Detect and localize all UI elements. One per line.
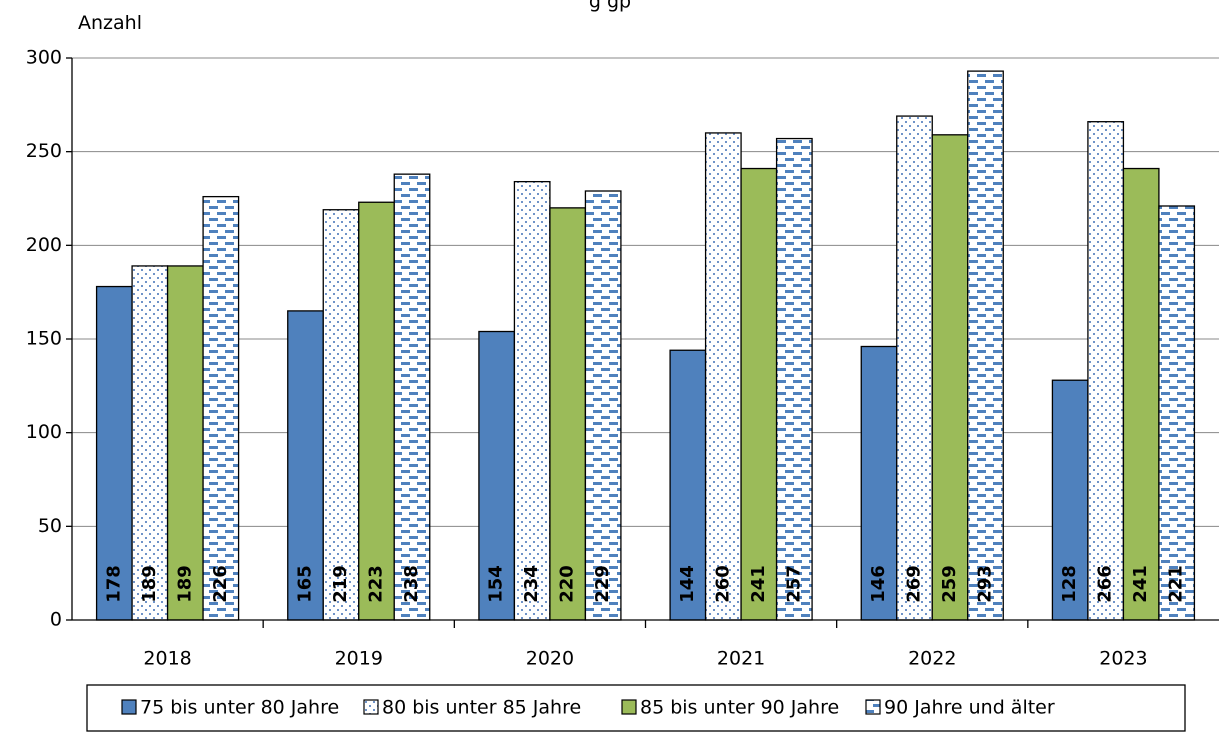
data-label: 146 bbox=[868, 565, 889, 603]
data-label: 223 bbox=[366, 565, 387, 603]
bar bbox=[584, 190, 622, 621]
legend-swatch bbox=[363, 699, 379, 715]
bar bbox=[478, 330, 516, 621]
data-label: 144 bbox=[677, 565, 698, 603]
data-label: 128 bbox=[1059, 565, 1080, 603]
y-tick-label: 50 bbox=[38, 515, 62, 537]
x-tick-label: 2021 bbox=[717, 648, 765, 670]
y-tick-label: 0 bbox=[50, 609, 62, 631]
legend-swatch bbox=[621, 699, 637, 715]
y-axis-label: Anzahl bbox=[78, 12, 142, 34]
data-label: 266 bbox=[1095, 565, 1116, 603]
bar bbox=[1158, 205, 1196, 621]
y-tick-label: 200 bbox=[26, 234, 62, 256]
data-label: 220 bbox=[557, 565, 578, 603]
x-tick-label: 2022 bbox=[908, 648, 956, 670]
bar bbox=[967, 70, 1004, 621]
data-label: 219 bbox=[330, 565, 351, 603]
legend-label: 90 Jahre und älter bbox=[884, 697, 1055, 719]
bar bbox=[896, 115, 933, 621]
x-tick-label: 2023 bbox=[1099, 648, 1147, 670]
legend: 75 bis unter 80 Jahre 80 bis unter 85 Jah… bbox=[86, 684, 1186, 732]
bar bbox=[393, 173, 431, 621]
x-tick-label: 2019 bbox=[335, 648, 383, 670]
data-label: 221 bbox=[1166, 565, 1187, 603]
data-label: 257 bbox=[783, 565, 804, 603]
bar bbox=[669, 349, 707, 621]
bar bbox=[513, 180, 551, 621]
bar bbox=[704, 132, 742, 621]
data-label: 241 bbox=[748, 565, 769, 603]
data-label: 234 bbox=[521, 565, 542, 603]
gridlines bbox=[72, 57, 1219, 527]
data-label: 189 bbox=[174, 565, 195, 603]
data-label: 260 bbox=[712, 565, 733, 603]
data-label: 229 bbox=[592, 565, 613, 603]
data-labels: 178 189 189 226 165 219 223 238 154 234 220 229 144 2… bbox=[103, 565, 1186, 603]
bar bbox=[775, 137, 813, 621]
data-label: 269 bbox=[904, 565, 925, 603]
y-tick-label: 250 bbox=[26, 140, 62, 162]
data-label: 241 bbox=[1130, 565, 1151, 603]
bar bbox=[1122, 167, 1160, 621]
data-label: 165 bbox=[295, 565, 316, 603]
legend-swatch bbox=[121, 699, 137, 715]
bar bbox=[1087, 121, 1125, 621]
legend-label: 75 bis unter 80 Jahre bbox=[140, 697, 339, 719]
bar bbox=[860, 345, 898, 621]
chart-title: g gp bbox=[589, 0, 631, 13]
bar bbox=[322, 209, 360, 621]
x-tick-label: 2018 bbox=[143, 648, 191, 670]
y-tick-label: 150 bbox=[26, 328, 62, 350]
y-tick-label: 300 bbox=[26, 47, 62, 69]
data-label: 189 bbox=[139, 565, 160, 603]
bar bbox=[358, 201, 395, 621]
bar bbox=[202, 195, 240, 621]
data-label: 226 bbox=[210, 565, 231, 603]
bar bbox=[740, 167, 778, 621]
y-tick-label: 100 bbox=[26, 421, 62, 443]
axes: 0 50 100 150 200 250 300 2018 2019 2020 2021 2022 20… bbox=[26, 47, 1219, 670]
bars bbox=[95, 70, 1196, 621]
data-label: 293 bbox=[975, 565, 996, 603]
bar bbox=[931, 134, 969, 621]
bar bbox=[549, 207, 587, 621]
bar bbox=[1051, 379, 1089, 621]
x-tick-label: 2020 bbox=[526, 648, 574, 670]
data-label: 259 bbox=[939, 565, 960, 603]
data-label: 238 bbox=[401, 565, 422, 603]
data-label: 154 bbox=[486, 565, 507, 603]
legend-label: 85 bis unter 90 Jahre bbox=[640, 697, 839, 719]
legend-label: 80 bis unter 85 Jahre bbox=[382, 697, 581, 719]
legend-swatch bbox=[865, 699, 881, 715]
bar bbox=[287, 310, 324, 621]
data-label: 178 bbox=[103, 565, 124, 603]
